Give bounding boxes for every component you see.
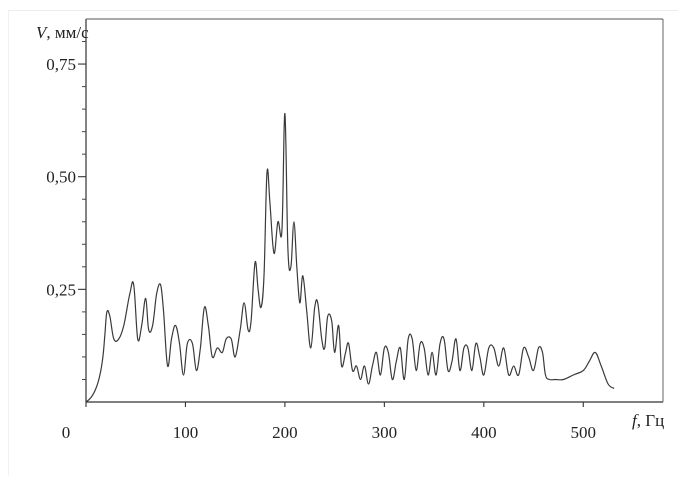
- y-tick-label: 0,75: [46, 55, 76, 74]
- x-tick-label: 500: [571, 423, 597, 442]
- x-tick-label: 400: [471, 423, 497, 442]
- x-axis-symbol: f: [632, 411, 639, 430]
- figure-frame: [8, 10, 678, 476]
- y-axis-unit: , мм/с: [46, 23, 89, 42]
- y-tick-label: 0,25: [46, 280, 76, 299]
- axes: [85, 18, 664, 403]
- y-ticks: 0,25 0,50 0,75: [46, 41, 86, 380]
- x-tick-label: 0: [62, 423, 71, 442]
- y-tick-label: 0,50: [46, 168, 76, 187]
- x-ticks: 0 100 200 300 400 500: [62, 402, 596, 442]
- y-axis-label: V, мм/с: [36, 23, 89, 42]
- x-tick-label: 100: [173, 423, 199, 442]
- x-axis-unit: , Гц: [637, 411, 664, 430]
- x-tick-label: 200: [272, 423, 298, 442]
- x-axis-label: f, Гц: [632, 411, 664, 430]
- x-tick-label: 300: [372, 423, 398, 442]
- y-axis-symbol: V: [36, 23, 49, 42]
- series-line: [85, 112, 615, 403]
